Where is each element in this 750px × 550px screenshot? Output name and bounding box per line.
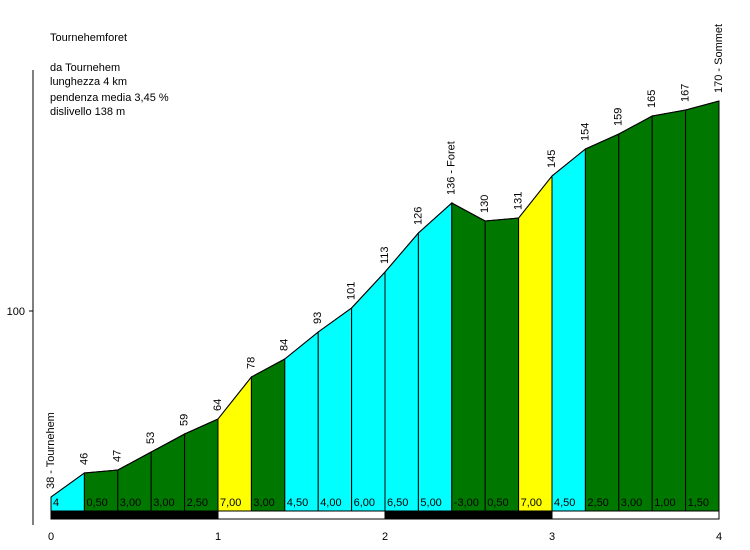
info-avg-grade: pendenza media 3,45 % bbox=[50, 92, 169, 104]
grade-label-2: 0,50 bbox=[86, 497, 107, 509]
profile-segments bbox=[50, 100, 720, 512]
segment-15 bbox=[518, 174, 553, 512]
profile-title: Tournehemforet bbox=[50, 32, 128, 44]
elevation-label-10: 113 bbox=[379, 246, 391, 264]
grade-label-1: 4 bbox=[53, 497, 59, 509]
grade-label-3: 3,00 bbox=[120, 497, 141, 509]
grade-label-19: 1,00 bbox=[654, 497, 675, 509]
km-label-0: 0 bbox=[48, 531, 54, 543]
info-length: lunghezza 4 km bbox=[50, 76, 128, 88]
elevation-label-15: 145 bbox=[546, 150, 558, 168]
grade-label-12: 5,00 bbox=[420, 497, 441, 509]
grade-label-14: 0,50 bbox=[487, 497, 508, 509]
elevation-label-20: 170 - Sommet bbox=[713, 24, 725, 93]
elevation-label-8: 93 bbox=[312, 312, 324, 324]
elevation-label-16: 154 bbox=[579, 123, 591, 141]
km-label-4: 4 bbox=[716, 531, 722, 543]
grade-label-5: 2,50 bbox=[187, 497, 208, 509]
elevation-label-11: 126 bbox=[412, 207, 424, 225]
info-elevation-gain: dislivello 138 m bbox=[50, 106, 126, 118]
elevation-label-13: 130 bbox=[479, 195, 491, 213]
info-start: da Tournehem bbox=[50, 62, 121, 74]
segment-14 bbox=[484, 217, 520, 512]
elevation-label-5: 64 bbox=[212, 399, 224, 411]
km-bar-2 bbox=[384, 510, 553, 520]
grade-label-16: 4,50 bbox=[554, 497, 575, 509]
km-label-3: 3 bbox=[549, 531, 555, 543]
axes: 100 bbox=[7, 70, 34, 525]
segment-17 bbox=[584, 133, 620, 512]
km-bar-0 bbox=[50, 510, 219, 520]
segment-20 bbox=[685, 100, 720, 512]
elevation-label-3: 53 bbox=[145, 432, 157, 444]
grade-label-15: 7,00 bbox=[521, 497, 542, 509]
segment-12 bbox=[417, 201, 453, 512]
elevation-label-19: 167 bbox=[680, 84, 692, 102]
elevation-label-0: 38 - Tournehem bbox=[45, 412, 57, 489]
profile-line bbox=[50, 100, 720, 498]
km-bar-3 bbox=[551, 510, 720, 520]
grade-label-4: 3,00 bbox=[153, 497, 174, 509]
elevation-label-17: 159 bbox=[613, 108, 625, 126]
segment-19 bbox=[651, 109, 687, 512]
grade-label-6: 7,00 bbox=[220, 497, 241, 509]
y-tick-label-100: 100 bbox=[7, 306, 25, 318]
elevation-label-9: 101 bbox=[346, 282, 358, 300]
grade-label-7: 3,00 bbox=[253, 497, 274, 509]
elevation-label-14: 131 bbox=[513, 192, 525, 210]
km-label-1: 1 bbox=[215, 531, 221, 543]
segment-16 bbox=[551, 147, 586, 512]
km-bar: 0 1 2 3 4 bbox=[48, 510, 722, 543]
segment-10 bbox=[351, 270, 386, 512]
elevation-label-7: 84 bbox=[279, 339, 291, 351]
grade-label-13: -3,00 bbox=[454, 497, 479, 509]
grade-label-8: 4,50 bbox=[287, 497, 308, 509]
grade-labels: 4 0,50 3,00 3,00 2,50 7,00 3,00 4,50 4,00 6,00 6,5… bbox=[53, 497, 709, 509]
segment-7 bbox=[250, 358, 286, 512]
km-bar-1 bbox=[217, 510, 386, 520]
grade-label-11: 6,50 bbox=[387, 497, 408, 509]
grade-label-17: 2,50 bbox=[587, 497, 608, 509]
segment-9 bbox=[317, 307, 353, 512]
profile-outline bbox=[50, 100, 720, 498]
grade-label-10: 6,00 bbox=[354, 497, 375, 509]
grade-label-18: 3,00 bbox=[621, 497, 642, 509]
elevation-label-4: 59 bbox=[179, 414, 191, 426]
segment-11 bbox=[384, 231, 419, 512]
grade-label-20: 1,50 bbox=[688, 497, 709, 509]
segment-18 bbox=[618, 115, 653, 512]
elevation-label-2: 47 bbox=[112, 450, 124, 462]
elevation-labels: 38 - Tournehem 46 47 53 59 64 78 84 93 101 113 126 1… bbox=[45, 24, 725, 489]
grade-label-9: 4,00 bbox=[320, 497, 341, 509]
elevation-label-18: 165 bbox=[646, 90, 658, 108]
elevation-label-6: 78 bbox=[245, 357, 257, 369]
segment-6 bbox=[217, 375, 252, 512]
km-label-2: 2 bbox=[382, 531, 388, 543]
elevation-label-12: 136 - Foret bbox=[446, 141, 458, 195]
elevation-label-1: 46 bbox=[78, 453, 90, 465]
segment-13 bbox=[451, 202, 486, 512]
segment-8 bbox=[284, 330, 319, 512]
